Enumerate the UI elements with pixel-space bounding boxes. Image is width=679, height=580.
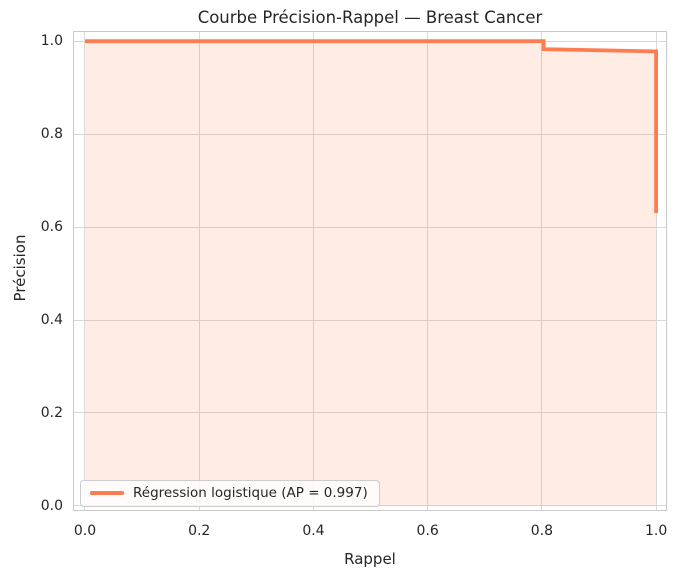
x-axis-label: Rappel <box>344 550 396 568</box>
y-gridline <box>73 319 667 321</box>
plot-area: Régression logistique (AP = 0.997) <box>73 31 667 511</box>
y-tick-label: 0.6 <box>40 219 63 236</box>
x-gridline <box>198 31 200 511</box>
x-gridline <box>541 31 543 511</box>
x-tick-label: 0.8 <box>530 523 554 539</box>
y-axis-label: Précision <box>11 234 29 302</box>
x-gridline <box>427 31 429 511</box>
x-gridline <box>312 31 314 511</box>
pr-curve-canvas <box>85 39 658 506</box>
x-gridline <box>84 31 86 511</box>
y-tick-label: 0.8 <box>40 126 63 143</box>
pr-curve-line <box>85 39 658 214</box>
x-tick-label: 0.2 <box>188 523 211 539</box>
x-gridline <box>655 31 657 511</box>
y-tick-label: 0.2 <box>40 404 63 421</box>
y-gridline <box>73 133 667 135</box>
legend-line-swatch <box>90 491 124 495</box>
legend-label: Régression logistique (AP = 0.997) <box>133 485 368 501</box>
chart-title: Courbe Précision-Rappel — Breast Cancer <box>197 8 543 27</box>
y-tick-label: 1.0 <box>40 33 63 50</box>
area-under-curve-fill <box>85 41 657 506</box>
x-tick-label: 1.0 <box>645 523 668 539</box>
x-tick-label: 0.6 <box>416 523 439 539</box>
y-tick-label: 0.0 <box>40 497 63 514</box>
x-tick-label: 0.4 <box>302 523 325 539</box>
y-gridline <box>73 226 667 228</box>
x-tick-label: 0.0 <box>73 523 97 539</box>
y-tick-label: 0.4 <box>40 312 63 329</box>
legend: Régression logistique (AP = 0.997) <box>80 480 380 507</box>
y-gridline <box>73 412 667 414</box>
